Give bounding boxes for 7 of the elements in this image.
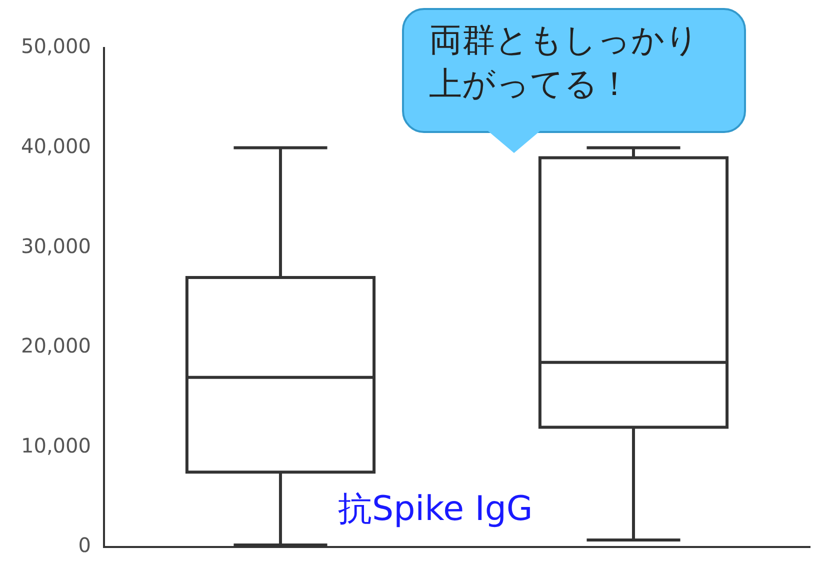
y-tick-label: 0 — [78, 533, 91, 558]
y-tick-label: 30,000 — [20, 234, 91, 258]
y-tick-label: 10,000 — [20, 433, 91, 458]
y-tick-label: 20,000 — [20, 334, 91, 358]
y-tick-label: 50,000 — [20, 34, 91, 58]
annotation: 抗Spike IgG — [338, 488, 533, 531]
y-tick-label: 40,000 — [20, 134, 91, 158]
